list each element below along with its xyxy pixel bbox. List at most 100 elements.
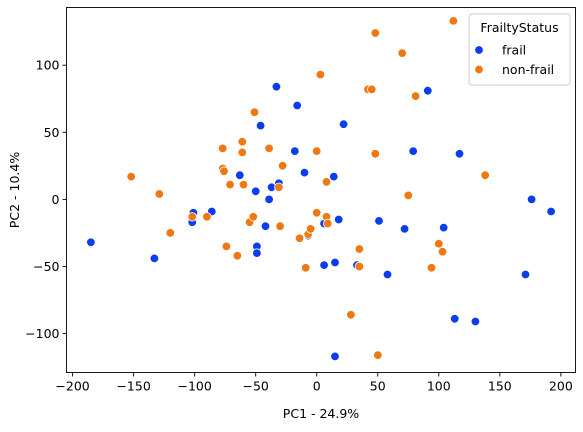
point-frail <box>526 194 537 205</box>
point-non-frail <box>202 212 212 222</box>
point-frail <box>408 146 418 156</box>
point-non-frail <box>367 84 377 95</box>
point-frail <box>374 216 384 226</box>
point-non-frail <box>354 261 365 272</box>
y-tick-label: 100 <box>36 58 60 73</box>
point-non-frail <box>237 147 248 158</box>
legend-label: non-frail <box>502 62 554 77</box>
point-non-frail <box>238 179 249 190</box>
point-non-frail <box>277 161 288 171</box>
point-frail <box>546 206 556 217</box>
y-tick-label: −50 <box>33 259 59 274</box>
point-frail <box>255 120 266 131</box>
point-frail <box>399 224 410 234</box>
point-non-frail <box>232 251 243 261</box>
y-axis-ticks: −100 −50 0 50 100 <box>25 58 67 341</box>
point-non-frail <box>249 107 260 117</box>
point-non-frail <box>219 166 229 176</box>
plot-frame <box>66 7 576 373</box>
point-non-frail <box>187 212 197 222</box>
point-non-frail <box>397 48 407 58</box>
x-tick-label: −100 <box>177 379 211 394</box>
x-tick-label: 0 <box>313 379 321 394</box>
point-non-frail <box>403 190 414 201</box>
x-axis-ticks: −200 −150 −100 −50 0 50 100 150 200 <box>55 372 573 394</box>
point-non-frail <box>480 170 490 180</box>
legend-title: FrailtyStatus <box>480 20 558 35</box>
point-non-frail <box>305 224 316 234</box>
point-frail <box>329 171 339 182</box>
y-tick-label: −100 <box>25 326 59 341</box>
point-non-frail <box>221 241 232 252</box>
point-non-frail <box>437 246 448 257</box>
point-non-frail <box>237 136 248 147</box>
point-frail <box>470 316 481 327</box>
x-tick-label: 100 <box>427 379 451 394</box>
x-tick-label: −200 <box>55 379 89 394</box>
point-non-frail <box>217 143 228 154</box>
point-frail <box>338 119 349 129</box>
point-non-frail <box>346 310 356 320</box>
point-non-frail <box>321 177 332 187</box>
y-axis-label: PC2 - 10.4% <box>7 152 22 229</box>
y-tick-label: 0 <box>52 192 60 207</box>
point-frail <box>290 146 300 156</box>
point-non-frail <box>312 146 322 156</box>
point-frail <box>439 222 449 233</box>
point-frail <box>520 269 531 280</box>
point-frail <box>330 351 340 362</box>
point-frail <box>423 85 433 96</box>
point-non-frail <box>225 179 235 190</box>
point-frail <box>450 314 460 324</box>
point-non-frail <box>323 218 333 229</box>
point-frail <box>260 221 271 231</box>
legend-marker <box>474 45 484 55</box>
point-non-frail <box>294 233 305 244</box>
point-frail <box>86 237 96 248</box>
legend: FrailtyStatus frail non-frail <box>468 13 571 86</box>
point-non-frail <box>370 149 381 159</box>
point-non-frail <box>426 263 437 273</box>
x-axis-label: PC1 - 24.9% <box>283 406 360 421</box>
x-tick-label: −150 <box>116 379 150 394</box>
point-frail <box>250 186 261 197</box>
legend-box <box>468 13 571 86</box>
x-tick-label: 200 <box>549 379 573 394</box>
point-non-frail <box>275 221 285 231</box>
point-frail <box>334 214 344 225</box>
x-tick-label: 50 <box>370 379 386 394</box>
point-frail <box>252 248 262 258</box>
point-non-frail <box>315 69 326 80</box>
point-frail <box>271 81 282 92</box>
point-non-frail <box>354 244 365 254</box>
legend-items: frail non-frail <box>474 43 554 77</box>
point-frail <box>264 194 274 205</box>
points-layer <box>86 16 556 362</box>
x-tick-label: −50 <box>243 379 269 394</box>
point-non-frail <box>301 263 311 273</box>
point-non-frail <box>154 189 165 199</box>
point-frail <box>149 253 160 264</box>
point-frail <box>330 257 340 268</box>
point-frail <box>319 260 329 270</box>
point-non-frail <box>165 228 176 238</box>
point-frail <box>382 269 393 280</box>
point-non-frail <box>126 171 136 182</box>
point-non-frail <box>434 238 444 249</box>
point-frail <box>454 149 465 159</box>
point-frail <box>299 167 310 178</box>
point-non-frail <box>312 208 322 218</box>
point-non-frail <box>373 350 383 360</box>
point-non-frail <box>274 182 284 193</box>
point-frail <box>235 170 245 180</box>
point-frail <box>292 100 302 111</box>
point-non-frail <box>448 16 459 26</box>
point-non-frail <box>248 212 259 222</box>
x-tick-label: 150 <box>488 379 512 394</box>
point-non-frail <box>264 143 274 154</box>
point-non-frail <box>410 91 421 101</box>
legend-label: frail <box>502 43 526 58</box>
y-tick-label: 50 <box>44 125 60 140</box>
point-non-frail <box>370 28 381 38</box>
